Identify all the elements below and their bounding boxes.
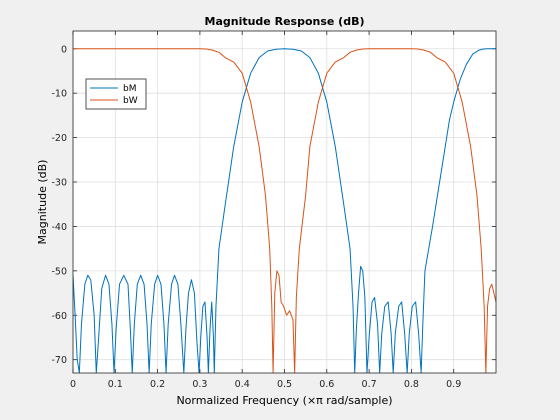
y-tick-label: -20 (51, 133, 67, 144)
y-axis-ticks: 0 -10 -20 -30 -40 -50 -60 -70 (51, 44, 496, 366)
series-line-bw (73, 48, 496, 373)
y-tick-label: -40 (51, 222, 67, 233)
x-tick-label: 0.7 (362, 379, 377, 390)
x-tick-label: 0.9 (446, 379, 461, 390)
x-tick-label: 0.8 (404, 379, 419, 390)
y-tick-label: -50 (51, 266, 67, 277)
y-tick-label: -70 (51, 355, 67, 366)
y-tick-label: 0 (61, 44, 67, 55)
legend-label-bw: bW (123, 96, 138, 106)
x-tick-label: 0.2 (150, 379, 165, 390)
legend-box (85, 78, 147, 110)
legend-label-bm: bM (123, 84, 136, 94)
x-tick-label: 0.4 (235, 379, 250, 390)
y-tick-label: -30 (51, 178, 67, 189)
legend: bM bW (85, 78, 147, 110)
x-tick-label: 0.1 (108, 379, 123, 390)
y-tick-label: -10 (51, 89, 67, 100)
x-axis-label: Normalized Frequency (×π rad/sample) (176, 394, 392, 407)
axes-box (72, 30, 497, 374)
x-tick-label: 0 (70, 379, 76, 390)
y-tick-label: -60 (51, 311, 67, 322)
x-tick-label: 0.5 (277, 379, 292, 390)
x-tick-label: 0.3 (192, 379, 207, 390)
chart-title: Magnitude Response (dB) (205, 15, 365, 28)
x-tick-label: 0.6 (319, 379, 334, 390)
x-axis-ticks: 0 0.1 0.2 0.3 0.4 0.5 0.6 0.7 0.8 0.9 (70, 31, 461, 390)
series-group (73, 48, 496, 373)
y-axis-label: Magnitude (dB) (36, 160, 49, 245)
series-line-bm (73, 48, 496, 373)
